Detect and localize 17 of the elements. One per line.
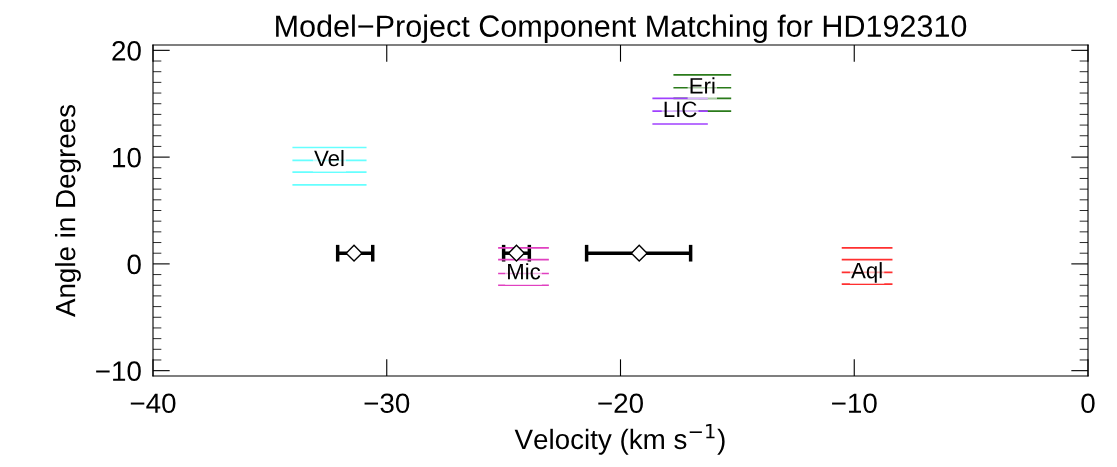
x-axis-title: Velocity (km s$^{−1}$) — [514, 424, 725, 455]
series-label: Vel — [314, 149, 344, 167]
series-label: Aql — [851, 262, 882, 283]
y-tick-label: −10 — [96, 361, 141, 381]
y-tick-label: 20 — [112, 41, 141, 61]
x-tick-label: −30 — [364, 393, 410, 414]
series-label: Mic — [508, 263, 541, 280]
series-label: LIC — [664, 101, 697, 118]
x-tick-label: 0 — [1081, 393, 1095, 414]
x-tick-label: −20 — [598, 393, 643, 414]
y-tick-label: 0 — [127, 254, 141, 275]
x-tick-label: −40 — [130, 393, 176, 414]
x-tick-label: −10 — [832, 393, 877, 414]
y-tick-label: 10 — [113, 147, 141, 168]
y-axis-title: Angle in Degrees — [54, 104, 81, 317]
chart-title: Model−Project Component Matching for HD192310 — [276, 14, 967, 44]
series-label: Eri — [690, 77, 715, 94]
